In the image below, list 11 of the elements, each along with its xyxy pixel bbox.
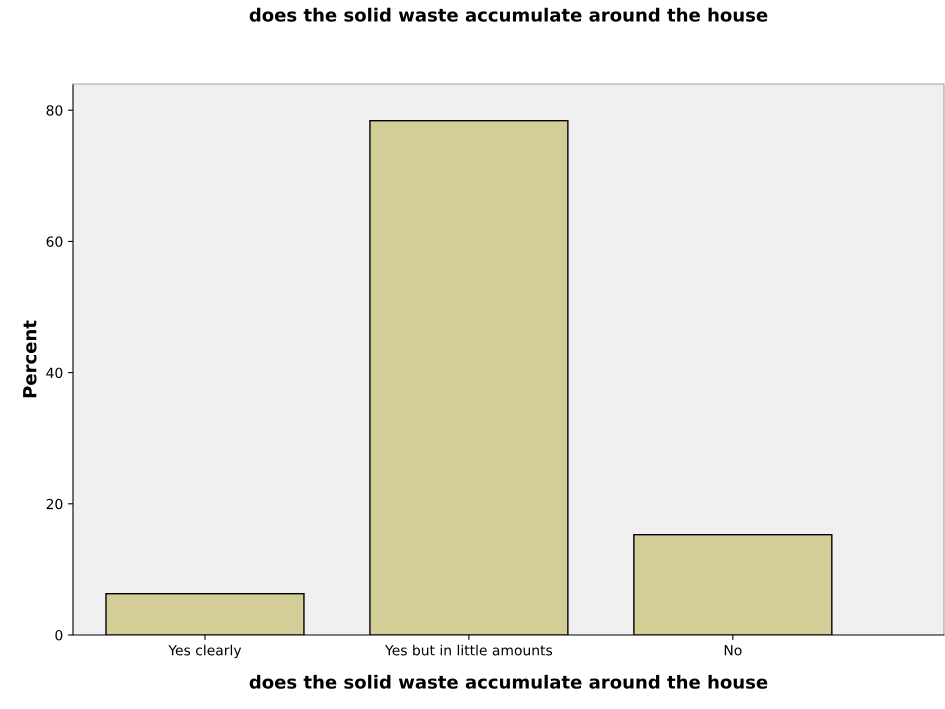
x-tick-label: Yes but in little amounts xyxy=(385,644,552,656)
x-tick-label: No xyxy=(724,645,742,656)
y-tick-label: 0 xyxy=(55,630,62,640)
y-axis-title: Percent xyxy=(23,320,37,398)
x-tick-label: Yes clearly xyxy=(168,644,242,658)
y-tick-label: 40 xyxy=(46,368,62,378)
y-tick-label: 20 xyxy=(46,498,62,510)
y-tick-label: 80 xyxy=(46,105,62,116)
x-axis-title: does the solid waste accumulate around the house xyxy=(250,674,768,689)
chart-title: does the solid waste accumulate around the house xyxy=(250,8,768,22)
y-tick-label: 60 xyxy=(46,236,62,247)
